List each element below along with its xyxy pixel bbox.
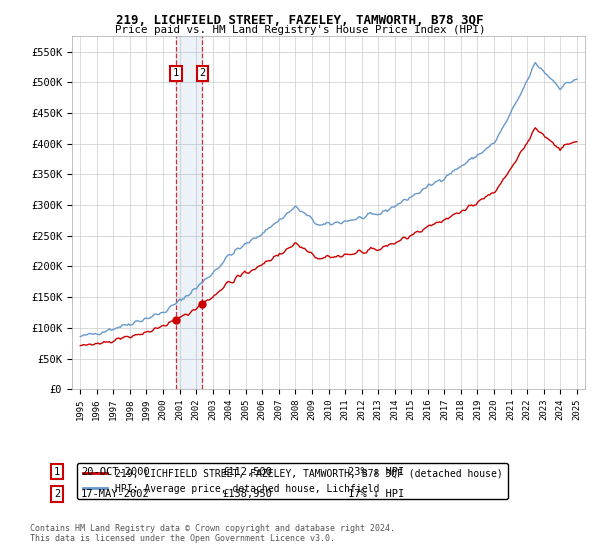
Text: 1: 1 [54, 466, 60, 477]
Text: 2: 2 [54, 489, 60, 499]
Legend: 219, LICHFIELD STREET, FAZELEY, TAMWORTH, B78 3QF (detached house), HPI: Average: 219, LICHFIELD STREET, FAZELEY, TAMWORTH… [77, 463, 508, 500]
Text: 17% ↓ HPI: 17% ↓ HPI [348, 489, 404, 499]
Bar [176, 36, 202, 389]
Text: Contains HM Land Registry data © Crown copyright and database right 2024.
This d: Contains HM Land Registry data © Crown c… [30, 524, 395, 543]
Text: 1: 1 [173, 68, 179, 78]
Text: £112,500: £112,500 [222, 466, 272, 477]
Text: 17-MAY-2002: 17-MAY-2002 [81, 489, 150, 499]
Text: 20-OCT-2000: 20-OCT-2000 [81, 466, 150, 477]
Text: £138,950: £138,950 [222, 489, 272, 499]
Text: 219, LICHFIELD STREET, FAZELEY, TAMWORTH, B78 3QF: 219, LICHFIELD STREET, FAZELEY, TAMWORTH… [116, 14, 484, 27]
Text: 2: 2 [199, 68, 205, 78]
Text: 23% ↓ HPI: 23% ↓ HPI [348, 466, 404, 477]
Text: Price paid vs. HM Land Registry's House Price Index (HPI): Price paid vs. HM Land Registry's House … [115, 25, 485, 35]
